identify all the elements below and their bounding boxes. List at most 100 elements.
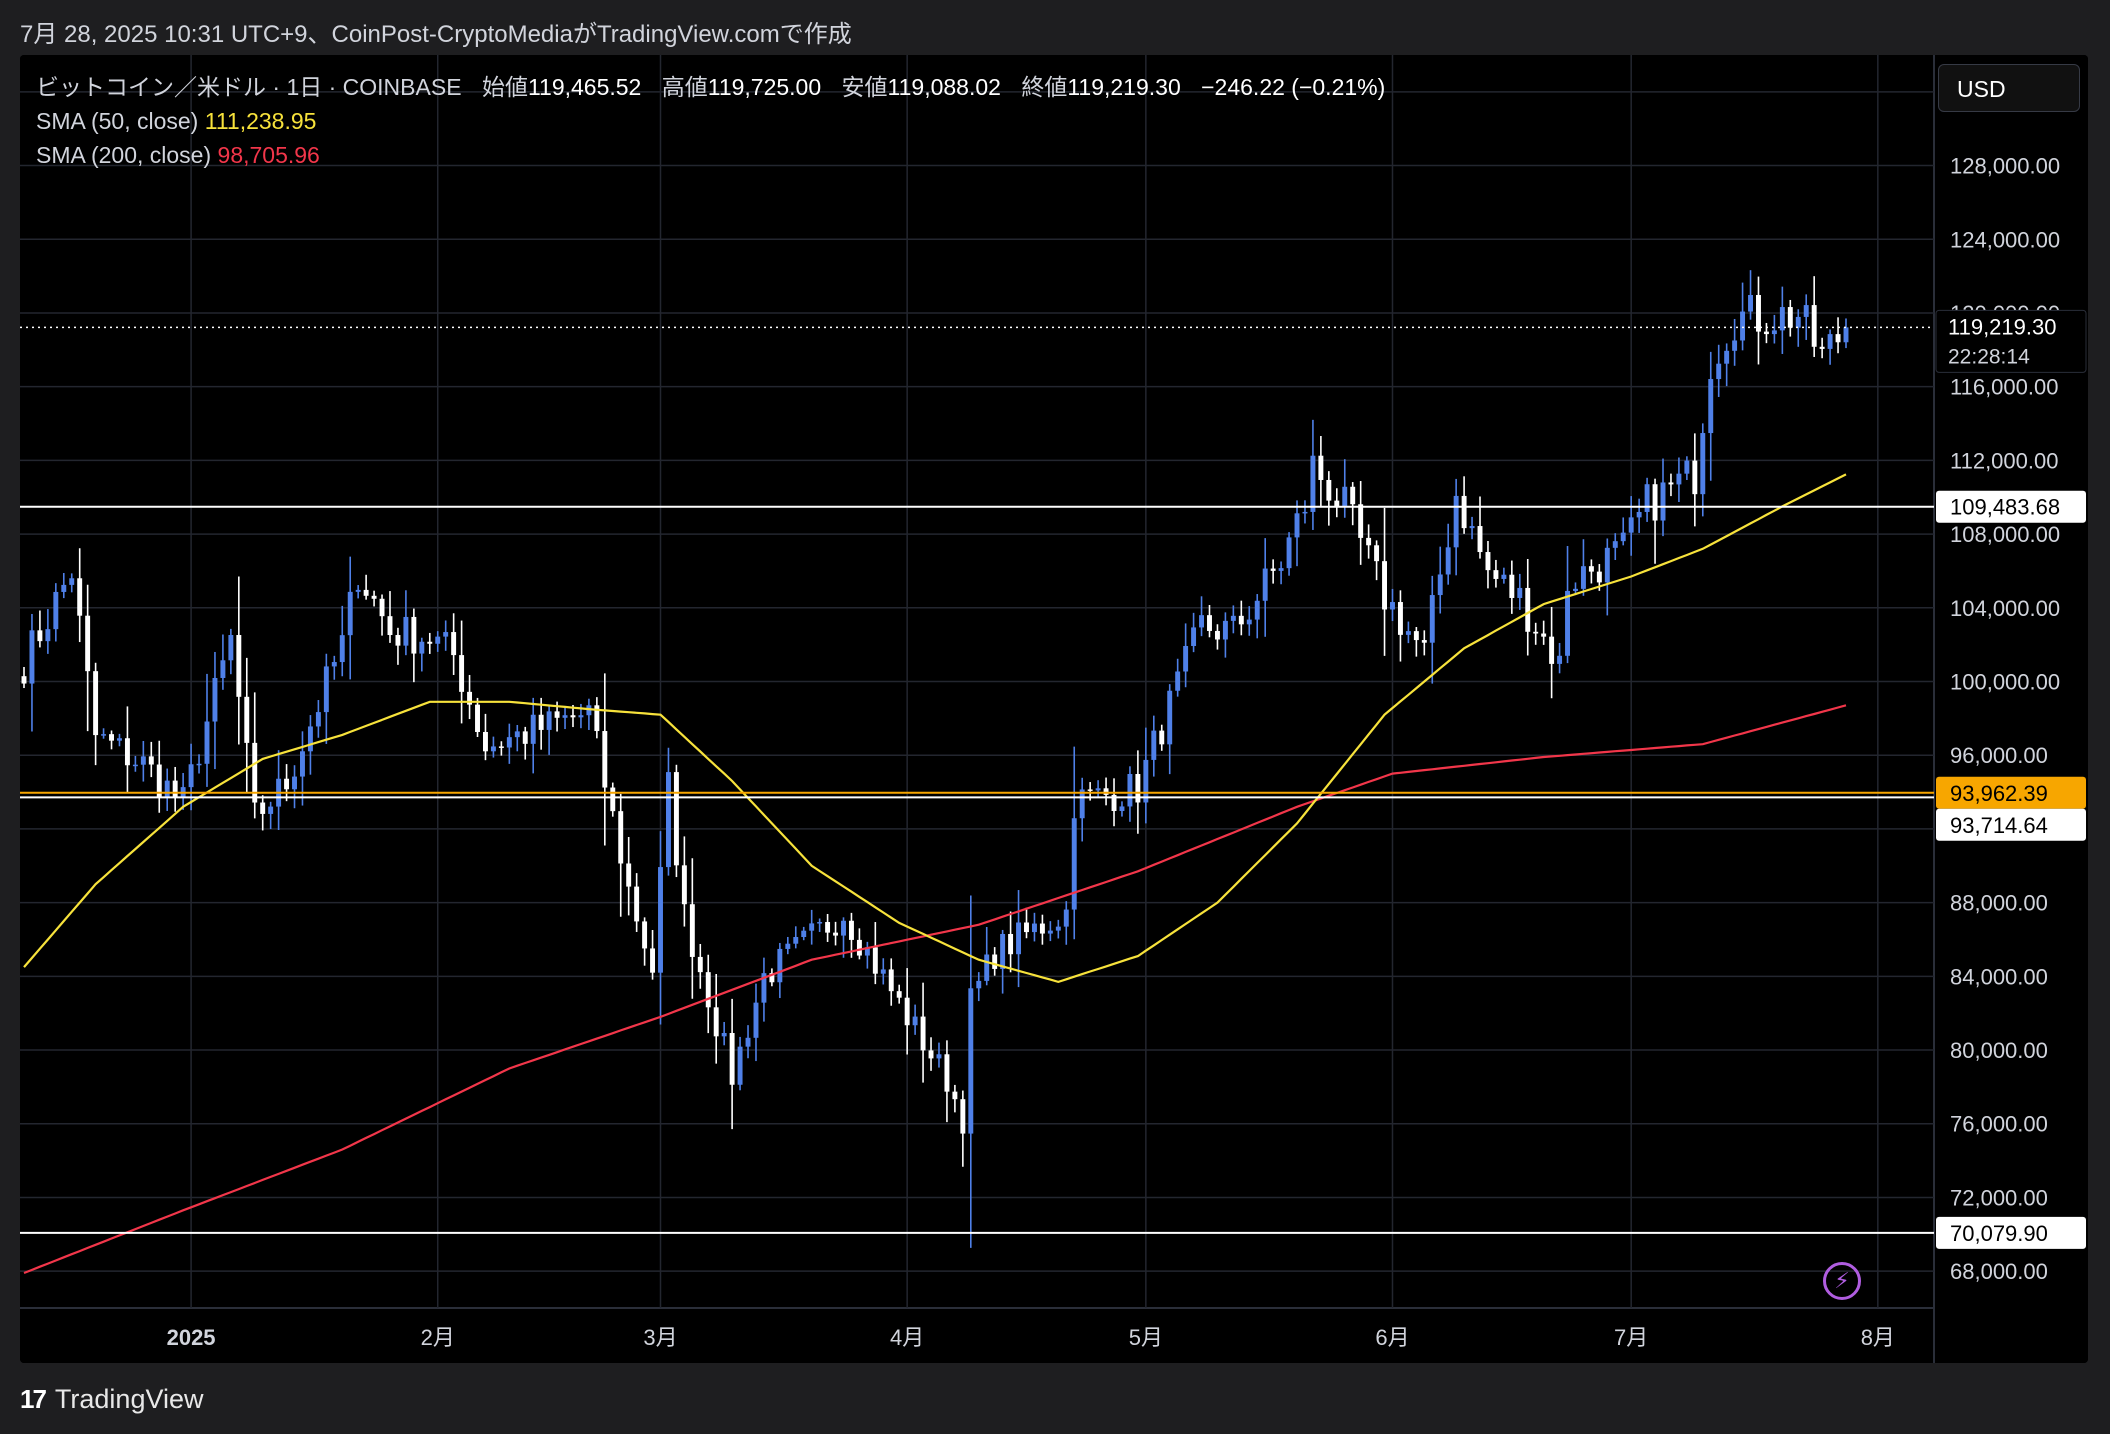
candle-body xyxy=(498,746,504,748)
candle-body xyxy=(642,921,648,949)
candle-body xyxy=(514,731,520,738)
legend-sma200-row[interactable]: SMA (200, close) 98,705.96 xyxy=(36,138,1385,172)
candle-body xyxy=(793,937,799,944)
candle-body xyxy=(1016,922,1022,955)
y-tick-label: 76,000.00 xyxy=(1950,1112,2048,1137)
candle-body xyxy=(1771,330,1777,335)
candle-body xyxy=(681,865,687,905)
candle-body xyxy=(1477,526,1483,553)
candle-body xyxy=(61,584,67,592)
candle-body xyxy=(371,595,377,599)
candle-body xyxy=(1509,574,1515,598)
candle-body xyxy=(522,731,528,744)
candle-body xyxy=(1063,909,1069,927)
close-label: 終値 xyxy=(1021,74,1068,100)
symbol-title[interactable]: ビットコイン／米ドル · 1日 · COINBASE xyxy=(36,74,462,100)
sma50-line xyxy=(23,473,1847,984)
candle-body xyxy=(1676,473,1682,485)
candle-body xyxy=(1413,631,1419,641)
level-label: 93,962.39 xyxy=(1950,781,2048,806)
legend-ohlc-row: ビットコイン／米ドル · 1日 · COINBASE 始値119,465.52 … xyxy=(36,70,1385,104)
candles-group xyxy=(21,270,1849,1248)
candle-body xyxy=(1199,615,1205,628)
change-value: −246.22 (−0.21%) xyxy=(1201,74,1386,100)
candle-body xyxy=(1302,511,1308,514)
candle-body xyxy=(117,738,122,741)
candle-body xyxy=(260,802,266,814)
candle-body xyxy=(435,636,441,644)
low-label: 安値 xyxy=(841,74,888,100)
candle-body xyxy=(1294,513,1300,538)
chart-background xyxy=(20,55,2088,1363)
x-tick-label: 8月 xyxy=(1861,1325,1895,1350)
candle-body xyxy=(1469,526,1475,529)
x-tick-label: 3月 xyxy=(643,1325,677,1350)
candle-body xyxy=(912,1016,918,1026)
candle-body xyxy=(1079,789,1085,819)
countdown-label: 22:28:14 xyxy=(1948,345,2030,368)
candle-body xyxy=(809,923,815,931)
candle-body xyxy=(53,591,59,630)
candle-body xyxy=(1031,923,1037,933)
candle-body xyxy=(761,973,767,1003)
candle-body xyxy=(77,578,83,616)
candle-body xyxy=(904,997,910,1026)
candle-body xyxy=(1039,923,1045,934)
candle-body xyxy=(570,715,576,718)
candle-body xyxy=(1453,495,1459,548)
candle-body xyxy=(459,655,465,692)
candle-body xyxy=(451,632,457,656)
candle-body xyxy=(1246,619,1252,625)
candle-body xyxy=(1612,541,1618,548)
candle-body xyxy=(1692,460,1698,495)
lightning-icon[interactable]: ⚡ xyxy=(1823,1262,1861,1300)
price-chart[interactable]: 68,000.00 72,000.00 76,000.00 80,000.00 84,0… xyxy=(20,55,2088,1363)
candle-body xyxy=(745,1037,751,1047)
level-label-bg xyxy=(1936,1216,2086,1249)
candle-body xyxy=(896,991,902,998)
chart-legend: ビットコイン／米ドル · 1日 · COINBASE 始値119,465.52 … xyxy=(36,70,1385,172)
candle-body xyxy=(1541,633,1547,637)
candle-body xyxy=(1644,484,1650,512)
candle-body xyxy=(817,922,823,924)
currency-button[interactable]: USD xyxy=(1938,64,2080,112)
candle-body xyxy=(1724,350,1730,364)
candle-body xyxy=(960,1099,966,1134)
candle-body xyxy=(1437,574,1443,596)
y-tick-label: 80,000.00 xyxy=(1950,1038,2048,1063)
level-label-bg xyxy=(1936,776,2086,809)
candle-body xyxy=(268,806,274,814)
candle-body xyxy=(530,714,536,744)
candle-body xyxy=(586,705,592,716)
legend-sma50-row[interactable]: SMA (50, close) 111,238.95 xyxy=(36,104,1385,138)
sma200-line xyxy=(23,704,1847,1275)
candle-body xyxy=(188,764,194,788)
candle-body xyxy=(856,939,862,956)
y-tick-label: 96,000.00 xyxy=(1950,743,2048,768)
y-tick-label: 104,000.00 xyxy=(1950,596,2060,621)
candle-body xyxy=(1214,630,1220,640)
x-tick-label: 7月 xyxy=(1614,1325,1648,1350)
candle-body xyxy=(1262,568,1268,601)
candle-body xyxy=(228,635,234,661)
candle-body xyxy=(673,772,679,866)
y-tick-label: 72,000.00 xyxy=(1950,1185,2048,1210)
candle-body xyxy=(968,988,974,1134)
candle-body xyxy=(1270,568,1276,571)
high-value: 119,725.00 xyxy=(707,74,822,100)
candle-body xyxy=(1024,922,1029,933)
candle-body xyxy=(132,764,138,767)
candle-body xyxy=(37,630,43,642)
current-price-bg xyxy=(1935,309,2087,373)
candle-body xyxy=(1390,602,1395,610)
candle-body xyxy=(697,956,703,973)
candle-body xyxy=(252,742,258,803)
candle-body xyxy=(307,726,313,752)
candle-body xyxy=(1397,602,1403,635)
tradingview-logo[interactable]: 17 TradingView xyxy=(20,1384,204,1415)
sma50-label: SMA (50, close) xyxy=(36,108,199,134)
y-tick-label: 112,000.00 xyxy=(1950,448,2058,473)
candle-body xyxy=(300,751,305,777)
chart-frame[interactable]: 68,000.00 72,000.00 76,000.00 80,000.00 84,0… xyxy=(20,55,2088,1363)
candle-body xyxy=(729,1033,735,1085)
